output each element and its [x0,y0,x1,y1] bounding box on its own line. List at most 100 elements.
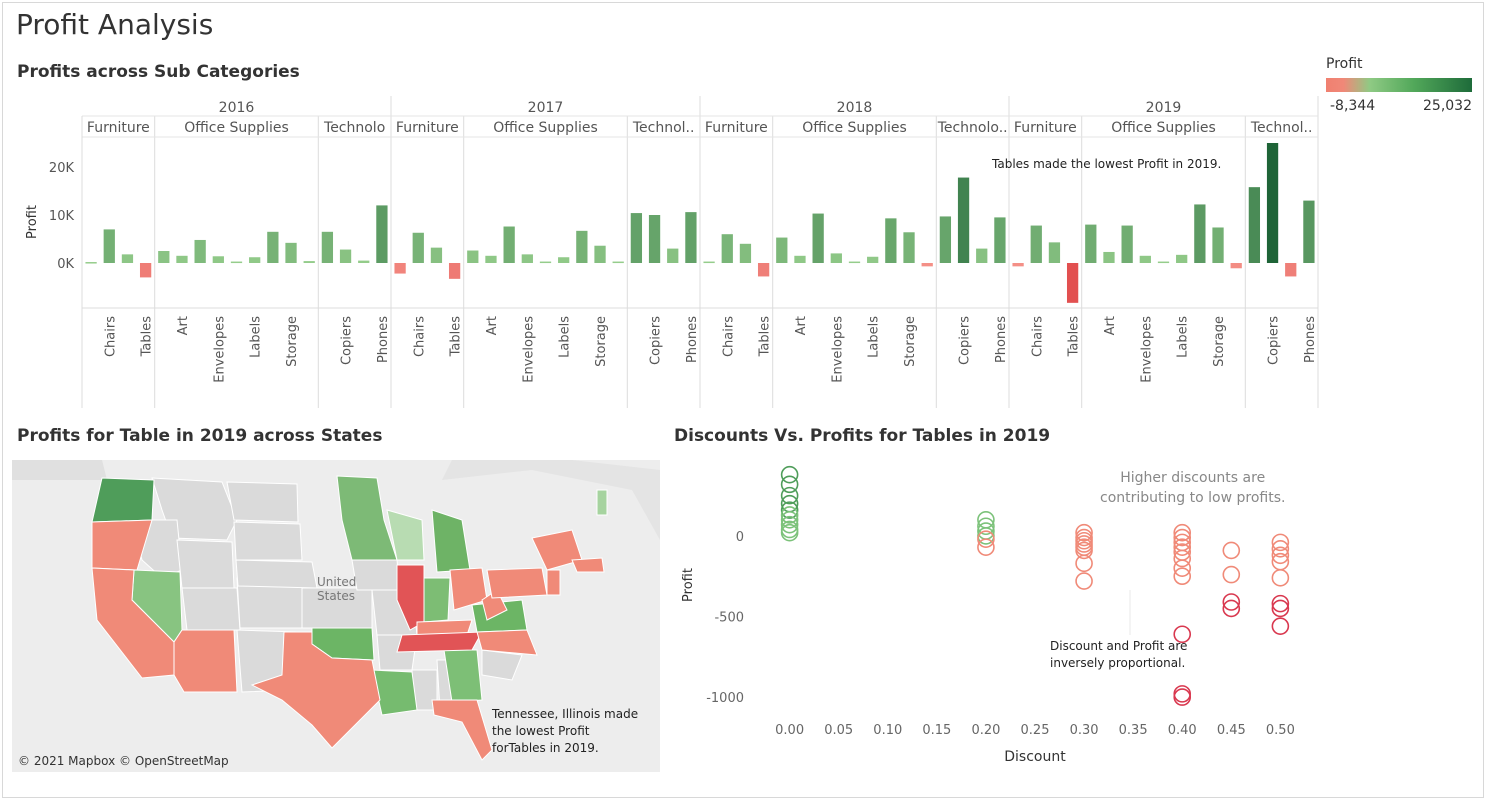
bar[interactable] [85,262,97,264]
scatter-point[interactable] [1173,559,1192,577]
scatter-point[interactable] [780,511,799,529]
scatter-point[interactable] [977,517,995,536]
us-map[interactable]: United States © 2021 Mapbox © OpenStreet… [12,460,660,772]
scatter-point[interactable] [1271,594,1290,613]
bar[interactable] [757,263,770,277]
scatter-point[interactable] [1173,625,1192,644]
bar[interactable] [630,213,643,263]
bar[interactable] [103,229,115,263]
scatter-point[interactable] [1075,554,1093,573]
bar[interactable] [448,263,461,279]
scatter-point[interactable] [1222,599,1241,618]
bar[interactable] [1157,261,1170,264]
bar[interactable] [430,247,443,263]
scatter-point[interactable] [780,465,799,484]
scatter-point[interactable] [1222,541,1241,560]
bar[interactable] [1248,187,1261,263]
bar[interactable] [194,239,206,263]
bar[interactable] [994,217,1006,263]
bar[interactable] [139,263,152,278]
scatter-point[interactable] [780,523,799,542]
bar[interactable] [594,245,606,263]
bar[interactable] [303,261,315,263]
scatter-point[interactable] [1271,569,1290,587]
bar[interactable] [267,231,279,263]
bar[interactable] [249,257,261,263]
bar[interactable] [358,260,370,263]
bar[interactable] [230,261,243,264]
bar[interactable] [412,232,424,263]
bar[interactable] [1303,200,1315,263]
bar[interactable] [576,230,588,263]
bar[interactable] [776,237,788,263]
scatter-point[interactable] [977,530,995,548]
bar[interactable] [1212,227,1224,263]
bar[interactable] [558,257,570,263]
scatter-point[interactable] [977,538,995,557]
bar[interactable] [1066,263,1079,303]
bar[interactable] [1266,143,1279,263]
bar[interactable] [339,249,352,263]
bar[interactable] [176,255,188,263]
bar[interactable] [1085,224,1097,263]
scatter-point[interactable] [1173,523,1192,542]
bar[interactable] [794,255,806,263]
bar[interactable] [721,234,733,263]
bar[interactable] [1121,225,1133,263]
bar[interactable] [467,250,479,263]
scatter-point[interactable] [780,501,799,519]
bar[interactable] [1048,242,1061,263]
bar[interactable] [158,251,170,263]
bar[interactable] [521,254,533,263]
scatter-point[interactable] [780,506,799,524]
bar[interactable] [1285,263,1297,277]
bar[interactable] [121,254,134,263]
bar[interactable] [703,261,715,264]
profit-legend[interactable]: Profit -8,344 25,032 [1326,56,1476,114]
bar[interactable] [285,242,297,263]
bar[interactable] [539,261,552,264]
bar[interactable] [812,213,824,263]
bar[interactable] [1012,263,1024,267]
scatter-point[interactable] [1173,538,1192,557]
scatter-point[interactable] [780,486,799,505]
scatter-point[interactable] [1173,549,1192,568]
scatter-point[interactable] [1173,567,1192,586]
bar[interactable] [830,253,842,263]
bar-chart[interactable]: Profit 0K 10K 20K Chairs Tables Furniture Art En… [0,0,1488,420]
bar[interactable] [885,218,897,263]
bar[interactable] [321,231,334,263]
bar[interactable] [848,261,861,264]
bar[interactable] [1230,263,1242,269]
bar[interactable] [867,256,879,263]
bar[interactable] [1176,254,1188,263]
bar[interactable] [1103,251,1115,263]
scatter-point[interactable] [780,515,799,534]
scatter-point[interactable] [1075,541,1093,560]
bar[interactable] [921,263,933,267]
scatter-point[interactable] [1271,546,1290,565]
scatter-point[interactable] [780,475,799,494]
bar[interactable] [1194,204,1206,263]
bar[interactable] [503,226,515,263]
scatter-point[interactable] [1173,685,1192,703]
scatter-point[interactable] [1271,533,1290,552]
bar[interactable] [739,243,752,263]
scatter-chart[interactable]: 0.00 0.05 0.10 0.15 0.20 0.25 0.30 0.35 0.40 0.45… [660,455,1300,775]
scatter-point[interactable] [1173,688,1192,706]
bar[interactable] [1030,225,1042,263]
bar[interactable] [376,205,388,263]
scatter-point[interactable] [1222,593,1241,611]
bar[interactable] [903,232,915,263]
bar[interactable] [394,263,406,274]
scatter-point[interactable] [1222,565,1241,584]
scatter-point[interactable] [1271,599,1290,618]
bar[interactable] [1139,255,1151,263]
scatter-point[interactable] [1075,523,1093,542]
bar[interactable] [612,261,624,264]
bar[interactable] [212,256,224,263]
bar[interactable] [485,255,497,263]
bar[interactable] [648,215,661,263]
scatter-point[interactable] [1173,528,1192,547]
bar[interactable] [957,177,970,263]
